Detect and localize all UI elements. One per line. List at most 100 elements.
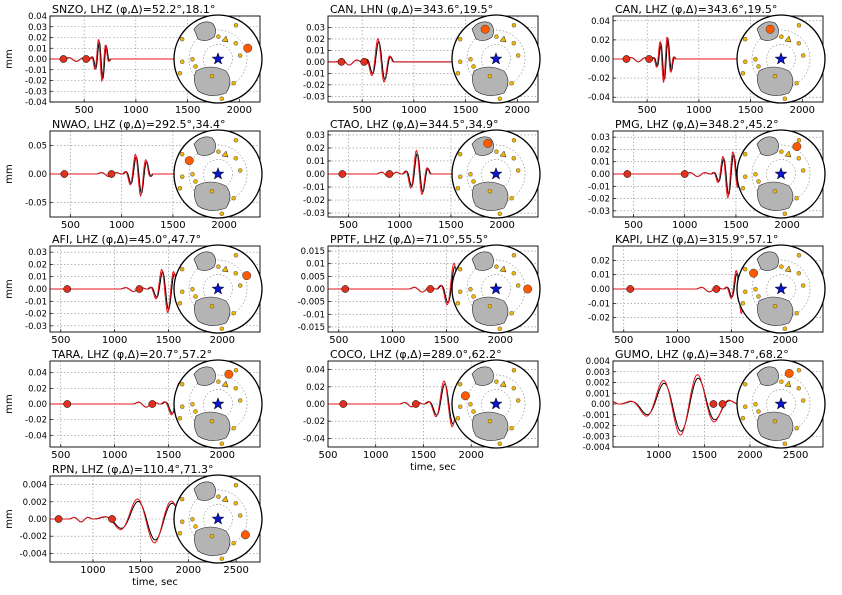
station-map bbox=[451, 14, 541, 104]
station-dot bbox=[455, 301, 461, 306]
map-distance-ring bbox=[766, 44, 796, 74]
y-tick-label: 0.02 bbox=[28, 260, 47, 270]
x-tick-label: 500 bbox=[61, 220, 80, 231]
y-tick-label: 0.04 bbox=[28, 12, 47, 22]
event-star-icon bbox=[774, 397, 788, 410]
station-dot bbox=[779, 264, 784, 269]
station-dot bbox=[219, 441, 225, 446]
x-tick-label: 1500 bbox=[128, 565, 153, 576]
station-dot bbox=[772, 303, 778, 309]
station-dot bbox=[468, 172, 473, 177]
y-tick-label: -0.02 bbox=[588, 195, 610, 205]
y-tick-label: -0.02 bbox=[303, 417, 325, 427]
station-dot bbox=[772, 188, 778, 194]
landmass-nz bbox=[221, 150, 229, 158]
event-star-icon bbox=[489, 52, 503, 65]
station-dot bbox=[801, 283, 806, 288]
panel-title: KAPI, LHZ (φ,Δ)=315.9°,57.1° bbox=[615, 233, 778, 246]
station-dot bbox=[458, 59, 463, 64]
y-tick-label: 0.02 bbox=[591, 145, 610, 155]
landmass-australia bbox=[756, 366, 779, 386]
station-dot bbox=[233, 501, 238, 506]
y-tick-label: 0.05 bbox=[28, 141, 47, 151]
panel-2: 500 1000 1500 2000 -0.04 -0.02 0.00 0.02 0.04 CAN… bbox=[588, 3, 826, 116]
y-tick-label: -0.03 bbox=[303, 209, 325, 219]
station-dot bbox=[457, 36, 463, 42]
station-dot bbox=[468, 402, 473, 407]
x-tick-label: 1500 bbox=[453, 105, 478, 116]
highlighted-station bbox=[483, 138, 493, 148]
phase-marker bbox=[709, 400, 718, 408]
y-tick-label: -0.02 bbox=[25, 310, 47, 320]
x-tick-label: 1500 bbox=[175, 105, 200, 116]
station-dot bbox=[509, 81, 514, 86]
phase-marker bbox=[63, 400, 72, 408]
event-star-icon bbox=[211, 512, 225, 525]
map-distance-ring bbox=[203, 159, 233, 189]
landmass-australia bbox=[756, 136, 779, 156]
x-tick-label: 2000 bbox=[773, 335, 798, 346]
station-dot bbox=[794, 426, 799, 431]
station-dot bbox=[209, 418, 215, 424]
phase-marker bbox=[360, 58, 369, 66]
station-dot bbox=[471, 409, 476, 414]
panel-title: RPN, LHZ (φ,Δ)=110.4°,71.3° bbox=[52, 463, 214, 476]
highlighted-station bbox=[784, 368, 794, 378]
station-dot bbox=[796, 253, 802, 258]
station-dot bbox=[233, 271, 238, 276]
station-dot bbox=[233, 483, 239, 488]
phase-marker bbox=[718, 400, 727, 408]
station-dot bbox=[455, 416, 461, 421]
panel-1: 500 1000 1500 2000-0.03-0.02-0.010.000.010.… bbox=[303, 3, 541, 116]
y-tick-label: -0.03 bbox=[303, 92, 325, 102]
station-dot bbox=[772, 418, 778, 424]
y-tick-label: -0.03 bbox=[25, 87, 47, 97]
map-distance-ring bbox=[481, 274, 511, 304]
station-dot bbox=[740, 186, 746, 191]
station-dot bbox=[193, 64, 198, 69]
y-tick-label: 0.01 bbox=[306, 260, 325, 270]
panel-10: 500 1000 1500 2000 -0.04 -0.02 0.00 0.02 0.04 COC… bbox=[303, 348, 541, 473]
station-dot bbox=[772, 73, 778, 79]
phase-marker bbox=[337, 58, 346, 66]
event-star-icon bbox=[211, 282, 225, 295]
landmass-antarctica bbox=[194, 66, 231, 96]
station-dot bbox=[193, 524, 198, 529]
x-tick-label: 1000 bbox=[401, 105, 426, 116]
x-tick-label: 1000 bbox=[363, 450, 388, 461]
y-tick-label: -0.02 bbox=[25, 416, 47, 426]
station-dot bbox=[740, 416, 746, 421]
x-tick-label: 500 bbox=[329, 335, 348, 346]
y-axis-label: mm bbox=[4, 164, 15, 183]
x-tick-label: 500 bbox=[75, 105, 94, 116]
x-tick-label: 500 bbox=[339, 220, 358, 231]
event-star-icon bbox=[489, 282, 503, 295]
x-tick-label: 500 bbox=[638, 105, 657, 116]
y-tick-label: 0.01 bbox=[28, 273, 47, 283]
station-dot bbox=[219, 556, 225, 561]
landmass-australia bbox=[471, 366, 494, 386]
y-tick-label: -0.05 bbox=[25, 199, 47, 209]
x-tick-label: 1000 bbox=[387, 220, 412, 231]
station-dot bbox=[779, 149, 784, 154]
x-tick-label: 1500 bbox=[156, 335, 181, 346]
x-tick-label: 1000 bbox=[646, 450, 671, 461]
station-dot bbox=[458, 289, 463, 294]
highlighted-station bbox=[480, 24, 490, 34]
y-tick-label: 0.00 bbox=[591, 55, 610, 65]
station-dot bbox=[509, 311, 514, 316]
event-star-icon bbox=[211, 397, 225, 410]
station-dot bbox=[179, 496, 185, 502]
station-dot bbox=[190, 287, 195, 292]
x-tick-label: 2000 bbox=[210, 450, 235, 461]
station-dot bbox=[511, 156, 516, 161]
panel-3: 500 1000 1500 2000 -0.05 0.00 0.05 NWAO, LHZ (φ… bbox=[4, 118, 263, 231]
landmass-australia bbox=[756, 251, 779, 271]
y-tick-label: -0.01 bbox=[303, 310, 325, 320]
phase-marker bbox=[623, 170, 632, 178]
station-dot bbox=[180, 404, 185, 409]
station-dot bbox=[455, 186, 461, 191]
landmass-nz bbox=[784, 150, 792, 158]
station-dot bbox=[179, 381, 185, 387]
x-tick-label: 1000 bbox=[109, 220, 134, 231]
